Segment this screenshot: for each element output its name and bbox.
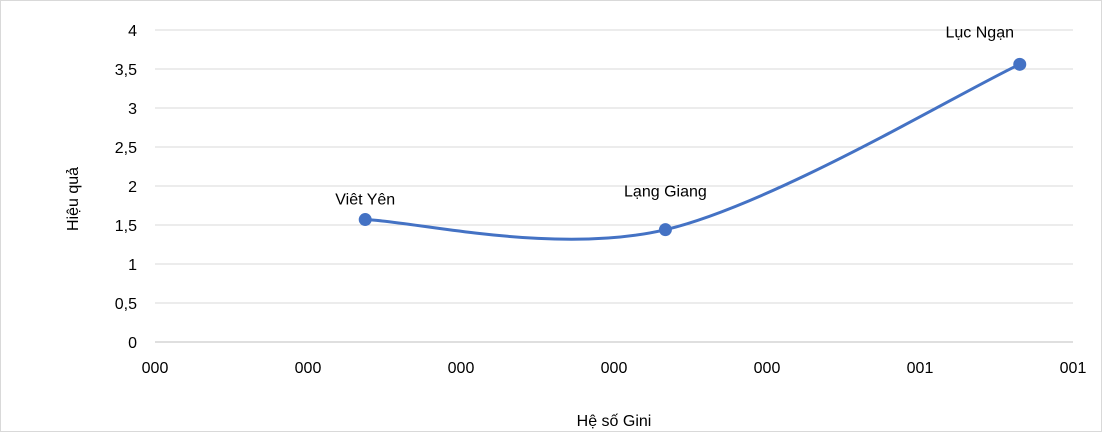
x-tick-label: 001 <box>1060 360 1087 377</box>
data-points <box>358 57 1027 237</box>
x-axis-tick-labels: 000 000 000 000 000 001 001 <box>142 360 1087 377</box>
y-tick-label: 0,5 <box>115 296 137 313</box>
y-axis-tick-labels: 0 0,5 1 1,5 2 2,5 3 3,5 4 <box>115 23 137 352</box>
x-tick-label: 000 <box>754 360 781 377</box>
y-tick-label: 3,5 <box>115 62 137 79</box>
data-label: Lục Ngạn <box>946 24 1015 41</box>
x-axis-title: Hệ số Gini <box>577 413 652 430</box>
x-tick-label: 000 <box>448 360 475 377</box>
y-tick-label: 2 <box>128 179 137 196</box>
x-tick-label: 000 <box>601 360 628 377</box>
data-labels: Viêt Yên Lạng Giang Lục Ngạn <box>335 24 1014 208</box>
y-tick-label: 1,5 <box>115 218 137 235</box>
x-tick-label: 001 <box>907 360 934 377</box>
gridlines <box>155 29 1073 343</box>
data-point <box>658 223 672 237</box>
data-point <box>358 213 372 227</box>
y-tick-label: 3 <box>128 101 137 118</box>
y-tick-label: 4 <box>128 23 137 40</box>
data-label: Lạng Giang <box>624 184 707 201</box>
y-tick-label: 1 <box>128 257 137 274</box>
y-tick-label: 0 <box>128 335 137 352</box>
y-tick-label: 2,5 <box>115 140 137 157</box>
y-axis-title: Hiệu quả <box>65 167 82 231</box>
x-tick-label: 000 <box>295 360 322 377</box>
x-tick-label: 000 <box>142 360 169 377</box>
data-point <box>1013 57 1027 71</box>
series-line <box>365 62 1021 241</box>
data-label: Viêt Yên <box>335 192 395 209</box>
